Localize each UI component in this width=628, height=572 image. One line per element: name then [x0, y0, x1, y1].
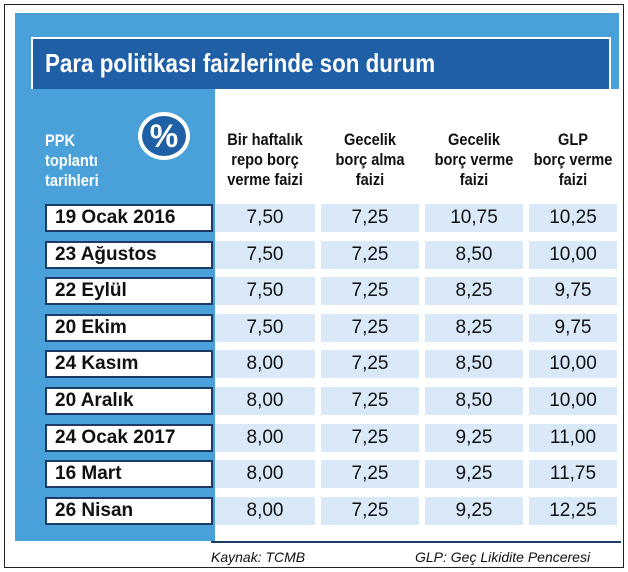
- column-header-line: verme faizi: [227, 170, 303, 189]
- meeting-date-cell: 20 Ekim: [45, 313, 213, 342]
- source-note: Kaynak: TCMB: [211, 549, 306, 565]
- rate-cell-glp: 11,75: [529, 460, 617, 489]
- table-row: 19 Ocak 2016 7,50 7,25 10,75 10,25: [5, 204, 623, 232]
- column-header-glp: GLP borç verme faizi: [521, 130, 623, 190]
- rate-cell-verme: 8,50: [425, 387, 523, 415]
- table-row: 20 Aralık 8,00 7,25 8,50 10,00: [5, 387, 623, 415]
- rate-cell-repo: 7,50: [215, 277, 315, 306]
- percent-symbol: %: [150, 118, 178, 154]
- meeting-date-cell: 24 Ocak 2017: [45, 423, 213, 452]
- rate-cell-verme: 10,75: [425, 204, 523, 232]
- meeting-date-cell: 19 Ocak 2016: [45, 204, 213, 232]
- rate-cell-glp: 10,25: [529, 204, 617, 232]
- column-header-line: Gecelik: [447, 130, 501, 149]
- column-header-line: Gecelik: [343, 130, 397, 149]
- column-header-line: borç alma: [335, 150, 405, 169]
- rate-cell-alma: 7,25: [321, 496, 419, 525]
- rate-cell-verme: 8,25: [425, 313, 523, 342]
- rate-cell-glp: 9,75: [529, 277, 617, 306]
- rate-cell-glp: 10,00: [529, 387, 617, 415]
- rate-cell-glp: 11,00: [529, 423, 617, 452]
- rate-cell-alma: 7,25: [321, 204, 419, 232]
- table-row: 20 Ekim 7,50 7,25 8,25 9,75: [5, 313, 623, 342]
- column-header-line: borç verme: [434, 150, 514, 169]
- rate-cell-glp: 12,25: [529, 496, 617, 525]
- rate-cell-repo: 7,50: [215, 313, 315, 342]
- table-row: 24 Kasım 8,00 7,25 8,50 10,00: [5, 350, 623, 379]
- table-row: 26 Nisan 8,00 7,25 9,25 12,25: [5, 496, 623, 525]
- rate-cell-glp: 9,75: [529, 313, 617, 342]
- rate-cell-verme: 8,50: [425, 240, 523, 269]
- rate-cell-repo: 7,50: [215, 204, 315, 232]
- title-banner: Para politikası faizlerinde son durum: [31, 37, 611, 89]
- column-header-line: Bir haftalık: [227, 130, 303, 149]
- row-header-line-3: tarihleri: [45, 171, 99, 190]
- rate-cell-repo: 8,00: [215, 496, 315, 525]
- row-header-line-2: toplantı: [45, 151, 98, 170]
- rate-cell-verme: 9,25: [425, 423, 523, 452]
- rate-cell-repo: 8,00: [215, 460, 315, 489]
- rate-cell-verme: 9,25: [425, 460, 523, 489]
- rate-cell-repo: 8,00: [215, 350, 315, 379]
- left-blue-panel: [15, 13, 215, 541]
- rate-cell-alma: 7,25: [321, 313, 419, 342]
- rate-cell-alma: 7,25: [321, 240, 419, 269]
- rate-cell-repo: 8,00: [215, 387, 315, 415]
- table-row: 22 Eylül 7,50 7,25 8,25 9,75: [5, 277, 623, 306]
- rate-cell-glp: 10,00: [529, 350, 617, 379]
- infographic-frame: Para politikası faizlerinde son durum PP…: [4, 4, 624, 568]
- column-header-verme: Gecelik borç verme faizi: [422, 130, 526, 190]
- meeting-date-cell: 20 Aralık: [45, 387, 213, 415]
- percent-icon: %: [138, 112, 190, 160]
- glp-definition-note: GLP: Geç Likidite Penceresi: [415, 549, 591, 565]
- rate-cell-alma: 7,25: [321, 423, 419, 452]
- footer-divider: [211, 541, 621, 543]
- meeting-date-cell: 22 Eylül: [45, 277, 213, 306]
- column-header-line: faizi: [355, 170, 385, 189]
- column-header-line: faizi: [459, 170, 489, 189]
- column-header-line: faizi: [558, 170, 588, 189]
- rate-cell-alma: 7,25: [321, 277, 419, 306]
- rate-cell-verme: 8,25: [425, 277, 523, 306]
- rate-cell-repo: 7,50: [215, 240, 315, 269]
- rate-cell-glp: 10,00: [529, 240, 617, 269]
- rate-cell-verme: 9,25: [425, 496, 523, 525]
- column-header-line: borç verme: [533, 150, 613, 169]
- table-row: 24 Ocak 2017 8,00 7,25 9,25 11,00: [5, 423, 623, 452]
- chart-title: Para politikası faizlerinde son durum: [45, 48, 436, 78]
- column-header-line: repo borç: [231, 150, 299, 169]
- row-header-label: PPK toplantı tarihleri: [45, 131, 131, 191]
- meeting-date-cell: 23 Ağustos: [45, 240, 213, 269]
- column-header-repo: Bir haftalık repo borç verme faizi: [213, 130, 317, 190]
- row-header-line-1: PPK: [45, 131, 76, 150]
- meeting-date-cell: 16 Mart: [45, 460, 213, 489]
- meeting-date-cell: 26 Nisan: [45, 496, 213, 525]
- table-row: 16 Mart 8,00 7,25 9,25 11,75: [5, 460, 623, 489]
- column-header-alma: Gecelik borç alma faizi: [318, 130, 422, 190]
- rate-cell-alma: 7,25: [321, 460, 419, 489]
- rate-cell-repo: 8,00: [215, 423, 315, 452]
- table-row: 23 Ağustos 7,50 7,25 8,50 10,00: [5, 240, 623, 269]
- column-header-line: GLP: [557, 130, 589, 149]
- rate-cell-alma: 7,25: [321, 387, 419, 415]
- rate-cell-verme: 8,50: [425, 350, 523, 379]
- meeting-date-cell: 24 Kasım: [45, 350, 213, 379]
- rate-cell-alma: 7,25: [321, 350, 419, 379]
